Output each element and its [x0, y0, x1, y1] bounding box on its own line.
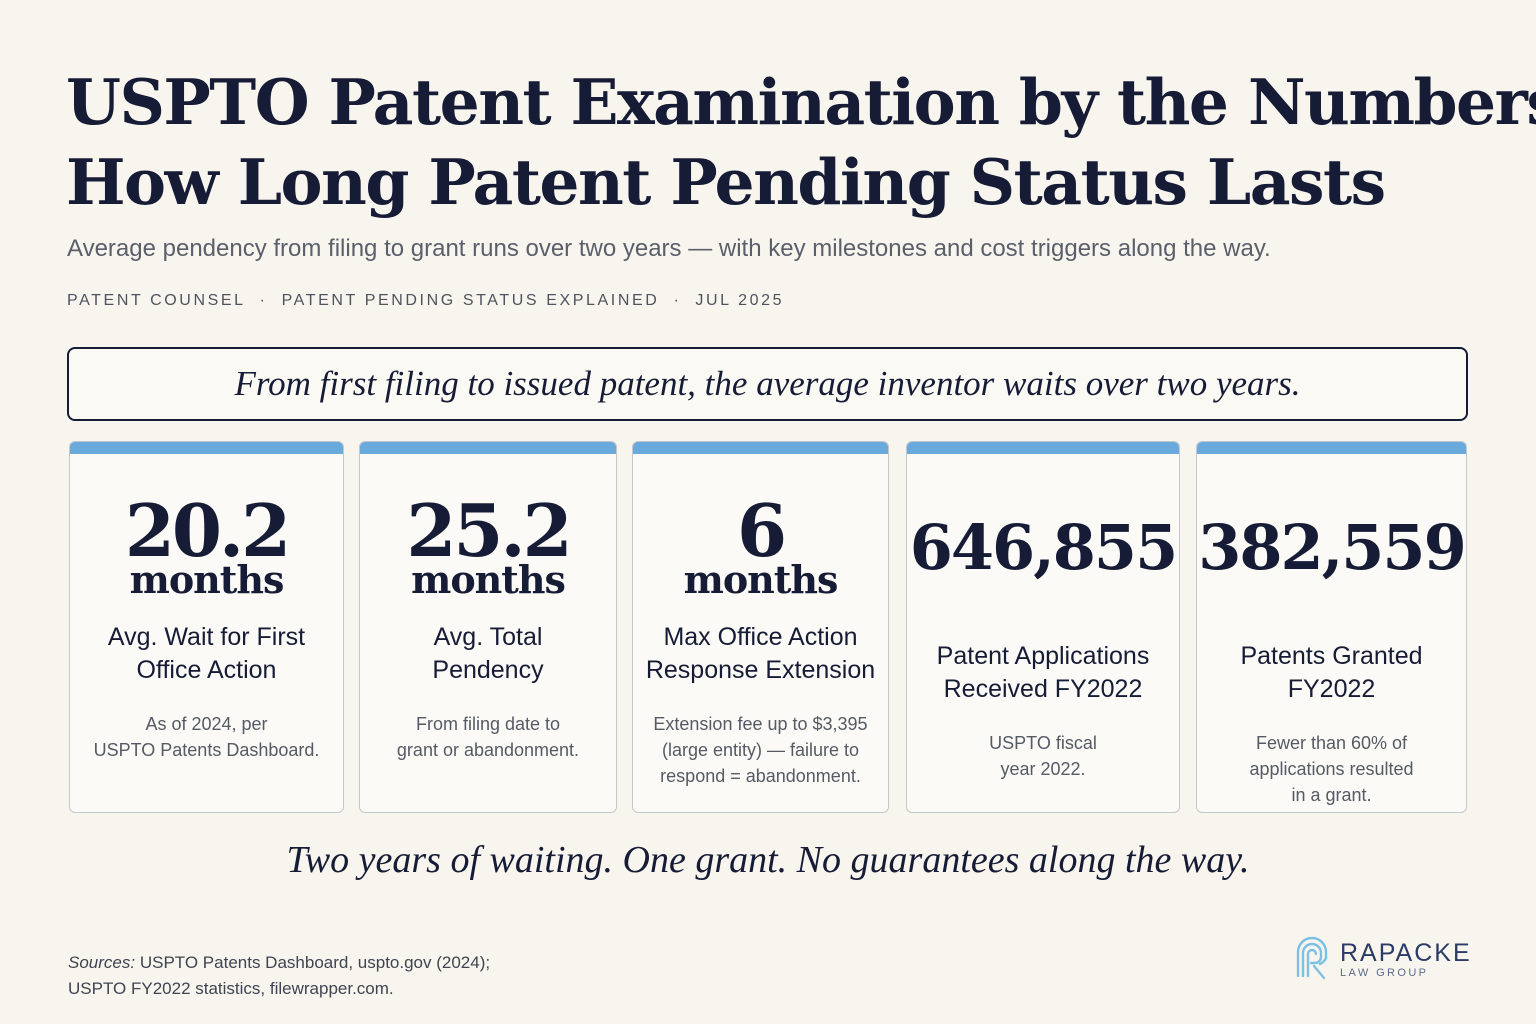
stat-card-first-office-action: 20.2 months Avg. Wait for First Office A…: [69, 441, 344, 813]
tagline: Two years of waiting. One grant. No guar…: [286, 839, 1250, 881]
sources-footnote: Sources: USPTO Patents Dashboard, uspto.…: [68, 950, 490, 1002]
page-title-line-1: USPTO Patent Examination by the Numbers:: [66, 65, 1536, 139]
card-accent-bar: [907, 442, 1179, 454]
stat-card-patents-granted: 382,559 Patents Granted FY2022 Fewer tha…: [1196, 441, 1467, 813]
stat-note-line: grant or abandonment.: [396, 740, 580, 760]
stat-card-response-extension: 6 months Max Office Action Response Exte…: [632, 441, 889, 813]
stat-label: Avg. Wait for First Office Action: [70, 621, 343, 687]
stat-note-line: USPTO fiscal: [989, 733, 1097, 753]
stat-label-line: Avg. Total: [433, 623, 543, 651]
rapacke-logo-mark-icon: [1296, 936, 1328, 980]
stat-label-line: Response Extension: [645, 656, 876, 684]
logo-name: RAPACKE: [1340, 939, 1472, 967]
callout-box: From first filing to issued patent, the …: [67, 347, 1468, 421]
page-subtitle: Average pendency from filing to grant ru…: [67, 235, 1271, 262]
stat-label-line: FY2022: [1287, 675, 1376, 703]
sources-prefix: Sources:: [68, 953, 136, 972]
meta-separator: ·: [259, 292, 268, 309]
stat-note: USPTO fiscal year 2022.: [907, 730, 1179, 782]
stat-value: 20.2: [124, 488, 291, 573]
stat-value: 382,559: [1198, 511, 1466, 584]
stat-label-line: Office Action: [136, 656, 277, 684]
stat-label: Avg. Total Pendency: [360, 621, 616, 687]
stat-card-applications-received: 646,855 Patent Applications Received FY2…: [906, 441, 1180, 813]
stat-label-line: Pendency: [432, 656, 544, 684]
stat-note: Fewer than 60% of applications resulted …: [1197, 730, 1466, 808]
stat-note-line: applications resulted: [1249, 759, 1414, 779]
stat-label-line: Patent Applications: [936, 642, 1150, 670]
stat-note: As of 2024, per USPTO Patents Dashboard.: [70, 711, 343, 763]
stat-label-line: Received FY2022: [943, 675, 1143, 703]
stat-label-line: Patents Granted: [1240, 642, 1423, 670]
stat-note: Extension fee up to $3,395 (large entity…: [633, 711, 888, 789]
callout-text: From first filing to issued patent, the …: [234, 364, 1301, 403]
stat-note: From filing date to grant or abandonment…: [360, 711, 616, 763]
stat-unit: months: [411, 557, 566, 602]
stat-value: 6: [736, 488, 787, 573]
meta-line: PATENT COUNSEL · PATENT PENDING STATUS EXP…: [67, 292, 784, 310]
stat-note-line: As of 2024, per: [145, 714, 268, 734]
stat-unit: months: [683, 557, 839, 602]
card-accent-bar: [633, 442, 888, 454]
stat-label: Patent Applications Received FY2022: [907, 640, 1179, 706]
stat-note-line: in a grant.: [1291, 785, 1372, 805]
sources-line-1: USPTO Patents Dashboard, uspto.gov (2024…: [139, 953, 491, 972]
stat-note-line: (large entity) — failure to: [661, 740, 860, 760]
stat-note-line: Fewer than 60% of: [1255, 733, 1408, 753]
meta-publisher: PATENT COUNSEL: [67, 292, 246, 309]
rapacke-logo[interactable]: RAPACKE LAW GROUP: [1290, 935, 1490, 985]
stat-label: Max Office Action Response Extension: [633, 621, 888, 687]
card-accent-bar: [1197, 442, 1466, 454]
stat-note-line: From filing date to: [415, 714, 561, 734]
logo-wordmark: RAPACKE LAW GROUP: [1340, 940, 1472, 980]
stat-note-line: Extension fee up to $3,395: [653, 714, 868, 734]
stat-label-line: Avg. Wait for First: [107, 623, 306, 651]
logo-subtitle: LAW GROUP: [1340, 967, 1429, 979]
card-accent-bar: [360, 442, 616, 454]
meta-series: PATENT PENDING STATUS EXPLAINED: [281, 292, 660, 309]
meta-date: JUL 2025: [695, 292, 785, 309]
stat-note-line: USPTO Patents Dashboard.: [93, 740, 320, 760]
stat-unit: months: [129, 557, 285, 602]
stat-label-line: Max Office Action: [663, 623, 858, 651]
stat-note-line: year 2022.: [1000, 759, 1086, 779]
meta-separator: ·: [673, 292, 682, 309]
sources-line-2: USPTO FY2022 statistics, filewrapper.com…: [68, 979, 394, 998]
stat-note-line: respond = abandonment.: [660, 766, 861, 786]
page-title-line-2: How Long Patent Pending Status Lasts: [66, 145, 1386, 219]
stat-card-total-pendency: 25.2 months Avg. Total Pendency From fil…: [359, 441, 617, 813]
card-accent-bar: [70, 442, 343, 454]
stat-value: 646,855: [909, 511, 1178, 584]
stat-label: Patents Granted FY2022: [1197, 640, 1466, 706]
page-title: USPTO Patent Examination by the Numbers:…: [66, 62, 1536, 222]
stat-value: 25.2: [406, 488, 572, 573]
